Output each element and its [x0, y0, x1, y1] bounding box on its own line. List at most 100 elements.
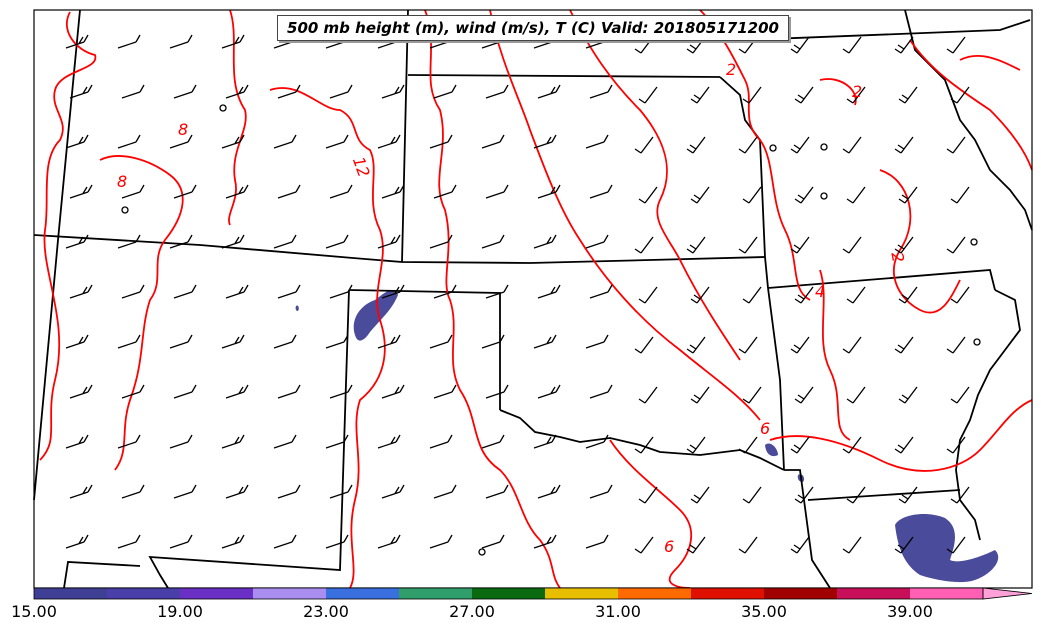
wind-barb [894, 136, 914, 154]
colorbar-segment [253, 588, 327, 599]
wind-barb [842, 36, 862, 54]
wind-barb [221, 34, 245, 49]
wind-barb [429, 234, 453, 249]
colorbar-tick-label: 23.00 [303, 602, 349, 621]
wind-barb [169, 234, 193, 249]
colorbar-segment [107, 588, 181, 599]
border-idaho-west [33, 9, 81, 501]
wind-barb [846, 86, 866, 104]
wind-barb [738, 236, 758, 254]
wind-barb [898, 86, 918, 104]
calm-wind-circle [769, 144, 777, 152]
wind-barb [277, 484, 301, 499]
wind-barb [946, 136, 966, 154]
contour-label: 2 [852, 82, 862, 101]
colorbar-segment [910, 588, 984, 599]
colorbar-extension [982, 587, 1033, 600]
wind-barb [69, 284, 93, 299]
contour-label: 4 [815, 282, 825, 301]
wind-barb [946, 336, 966, 354]
wind-barb [894, 436, 914, 454]
wind-barb [950, 286, 970, 304]
wind-barb [686, 136, 706, 154]
wind-barb [537, 184, 561, 199]
wind-barb [117, 34, 141, 49]
wind-barb [794, 386, 814, 404]
wind-barb [846, 186, 866, 204]
wind-barb [69, 184, 93, 199]
wind-barb [277, 384, 301, 399]
wind-barb [173, 184, 197, 199]
wind-barb [225, 484, 249, 499]
wind-barb [381, 384, 405, 399]
wind-barb [329, 184, 353, 199]
wind-barb [173, 384, 197, 399]
colorbar-tick-label: 19.00 [157, 602, 203, 621]
wind-barb [117, 234, 141, 249]
wind-barb [690, 386, 710, 404]
colorbar-segment [472, 588, 546, 599]
wind-barb [686, 236, 706, 254]
map-title: 500 mb height (m), wind (m/s), T (C) Val… [277, 15, 789, 41]
border-mo-ar [767, 269, 996, 291]
wind-barb [794, 486, 814, 504]
wind-barb [377, 534, 401, 549]
wind-barb [790, 336, 810, 354]
wind-barb [221, 234, 245, 249]
temperature-contours [39, 9, 1033, 589]
colorbar-tick-label: 15.00 [11, 602, 57, 621]
wind-barb [790, 136, 810, 154]
wind-barb [950, 486, 970, 504]
wind-barb [589, 84, 613, 99]
border-mississippi-river [955, 289, 1021, 541]
wind-barb [950, 86, 970, 104]
wind-barb [585, 434, 609, 449]
wind-barb [485, 84, 509, 99]
calm-wind-circle [820, 143, 828, 151]
border-ok-east [767, 287, 785, 471]
colorbar [33, 587, 1033, 600]
contour-label: 2 [887, 250, 907, 263]
wind-barb [634, 136, 654, 154]
wind-barb [277, 184, 301, 199]
jet-fill-region [765, 443, 778, 457]
wind-barb [950, 386, 970, 404]
wind-barb [742, 486, 762, 504]
border-colorado-west [148, 289, 350, 589]
wind-barb [433, 384, 457, 399]
contour-label: 6 [760, 419, 770, 438]
wind-barb [790, 536, 810, 554]
wind-barb [533, 234, 557, 249]
wind-barb [842, 136, 862, 154]
wind-barb [69, 484, 93, 499]
colorbar-frame [33, 587, 984, 600]
colorbar-tick-label: 35.00 [741, 602, 787, 621]
wind-barb [634, 536, 654, 554]
wind-barb [738, 336, 758, 354]
contour-label: 8 [117, 172, 127, 191]
wind-barb [273, 434, 297, 449]
jet-fill-region [353, 290, 398, 341]
wind-barb [433, 184, 457, 199]
wind-barb [790, 236, 810, 254]
wind-barb [169, 334, 193, 349]
wind-barb [221, 334, 245, 349]
wind-barb [121, 284, 145, 299]
wind-barb [894, 536, 914, 554]
colorbar-segment [691, 588, 765, 599]
colorbar-segment [326, 588, 400, 599]
wind-barb [485, 484, 509, 499]
colorbar-segment [180, 588, 254, 599]
calm-wind-circle [121, 206, 129, 214]
wind-barb [638, 86, 658, 104]
wind-barb [325, 434, 349, 449]
border-wy-west [401, 9, 409, 263]
wind-barb [225, 84, 249, 99]
wind-barb [537, 84, 561, 99]
wind-barb [638, 386, 658, 404]
wind-barb [485, 384, 509, 399]
border-ne-north [407, 74, 721, 78]
wind-barb [634, 236, 654, 254]
colorbar-segment [764, 588, 838, 599]
